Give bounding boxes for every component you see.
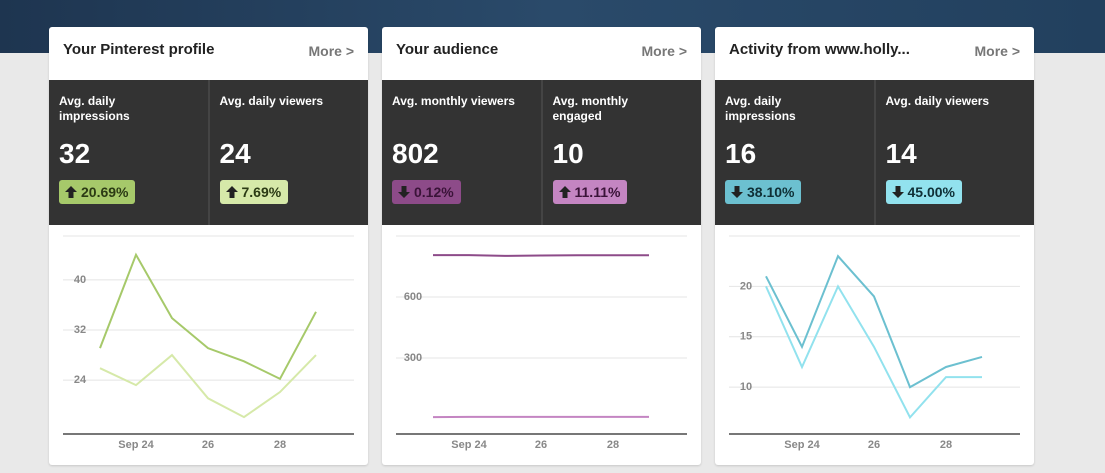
stat: Avg. daily viewers 24 7.69% bbox=[207, 80, 369, 225]
stat: Avg. daily viewers 14 45.00% bbox=[873, 80, 1035, 225]
arrow-icon bbox=[891, 186, 904, 198]
x-tick-label: Sep 24 bbox=[118, 439, 154, 451]
arrow bbox=[731, 186, 743, 198]
more-link[interactable]: More > bbox=[641, 43, 687, 59]
y-tick-label: 24 bbox=[74, 374, 87, 386]
x-tick-label: 28 bbox=[274, 439, 286, 451]
stat-label: Avg. monthly engaged bbox=[552, 94, 629, 123]
arrow-icon bbox=[65, 186, 77, 198]
stat: Avg. daily impressions 32 20.69% bbox=[49, 80, 208, 225]
y-tick-label: 300 bbox=[404, 352, 422, 364]
arrow bbox=[891, 186, 904, 198]
chart: 300 600 Sep 24 26 28 bbox=[396, 235, 687, 451]
stat-label: Avg. monthly viewers bbox=[392, 94, 515, 108]
card-title: Your Pinterest profile bbox=[63, 41, 215, 58]
y-tick-label: 40 bbox=[74, 274, 86, 286]
stat-value: 16 bbox=[725, 138, 757, 169]
x-tick-label: Sep 24 bbox=[451, 439, 487, 451]
card: Your audience More > Avg. monthly viewers 8… bbox=[382, 27, 701, 465]
stat-label: Avg. daily viewers bbox=[885, 94, 990, 108]
stats-panel: Avg. daily impressions 16 38.10% Avg. daily… bbox=[715, 80, 1034, 225]
series-line bbox=[765, 284, 982, 420]
card: Activity from www.holly... More > Avg. dai… bbox=[715, 27, 1034, 465]
chart: 24 32 40 Sep 24 26 28 bbox=[63, 235, 354, 451]
more-link[interactable]: More > bbox=[308, 43, 354, 59]
arrow bbox=[398, 186, 410, 198]
stat-label: Avg. daily impressions bbox=[725, 94, 796, 123]
arrow-icon bbox=[398, 186, 410, 198]
change-text: 20.69% bbox=[81, 184, 129, 200]
x-tick-label: 28 bbox=[607, 439, 619, 451]
stat-value: 10 bbox=[552, 138, 584, 169]
x-tick-label: 26 bbox=[535, 439, 547, 451]
card-header: Your Pinterest profile More > bbox=[49, 27, 368, 80]
change-badge: 0.12% bbox=[392, 180, 461, 204]
x-tick-label: 28 bbox=[940, 439, 952, 451]
change-text: 7.69% bbox=[241, 184, 282, 200]
chart: 10 15 20 Sep 24 26 28 bbox=[729, 235, 1020, 451]
x-tick-label: Sep 24 bbox=[784, 439, 820, 451]
y-tick-label: 20 bbox=[740, 280, 752, 292]
x-tick-label: 26 bbox=[202, 439, 214, 451]
arrow bbox=[558, 186, 571, 198]
change-badge: 11.11% bbox=[552, 180, 628, 204]
series-line bbox=[99, 353, 317, 419]
card-title: Activity from www.holly... bbox=[729, 41, 910, 58]
stat: Avg. monthly viewers 802 0.12% bbox=[382, 80, 541, 225]
card-header: Your audience More > bbox=[382, 27, 701, 80]
y-tick-label: 32 bbox=[74, 324, 86, 336]
arrow bbox=[65, 186, 77, 198]
stats-panel: Avg. daily impressions 32 20.69% Avg. daily… bbox=[49, 80, 368, 225]
arrow bbox=[225, 186, 238, 198]
stat: Avg. daily impressions 16 38.10% bbox=[715, 80, 874, 225]
change-text: 38.10% bbox=[747, 184, 795, 200]
more-link[interactable]: More > bbox=[974, 43, 1020, 59]
change-badge: 20.69% bbox=[59, 180, 136, 204]
series-line bbox=[765, 254, 983, 389]
stat-label: Avg. daily impressions bbox=[59, 94, 130, 123]
change-badge: 7.69% bbox=[219, 180, 289, 204]
change-badge: 38.10% bbox=[725, 180, 802, 204]
change-text: 11.11% bbox=[574, 184, 621, 200]
stat-value: 14 bbox=[885, 138, 917, 169]
change-badge: 45.00% bbox=[885, 180, 962, 204]
series-line bbox=[433, 254, 649, 257]
stat-label: Avg. daily viewers bbox=[219, 94, 324, 108]
y-tick-label: 10 bbox=[740, 381, 752, 393]
series-line bbox=[99, 252, 317, 381]
x-tick-label: 26 bbox=[868, 439, 880, 451]
arrow-icon bbox=[558, 186, 571, 198]
card-title: Your audience bbox=[396, 41, 499, 58]
change-text: 45.00% bbox=[907, 184, 955, 200]
stat-value: 24 bbox=[219, 138, 251, 169]
stat: Avg. monthly engaged 10 11.11% bbox=[540, 80, 702, 225]
y-tick-label: 15 bbox=[740, 331, 752, 343]
y-tick-label: 600 bbox=[404, 291, 422, 303]
stat-value: 802 bbox=[392, 138, 439, 169]
arrow-icon bbox=[731, 186, 743, 198]
stat-value: 32 bbox=[59, 138, 91, 169]
card-header: Activity from www.holly... More > bbox=[715, 27, 1034, 80]
change-text: 0.12% bbox=[414, 184, 454, 200]
card: Your Pinterest profile More > Avg. daily i… bbox=[49, 27, 368, 465]
stats-panel: Avg. monthly viewers 802 0.12% Avg. monthly… bbox=[382, 80, 701, 225]
arrow-icon bbox=[225, 186, 238, 198]
